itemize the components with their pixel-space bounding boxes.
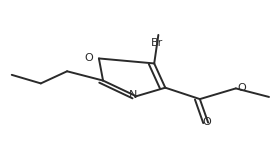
Text: N: N	[129, 90, 137, 100]
Text: O: O	[237, 83, 246, 93]
Text: Br: Br	[151, 38, 163, 48]
Text: O: O	[202, 117, 211, 127]
Text: O: O	[84, 53, 93, 63]
